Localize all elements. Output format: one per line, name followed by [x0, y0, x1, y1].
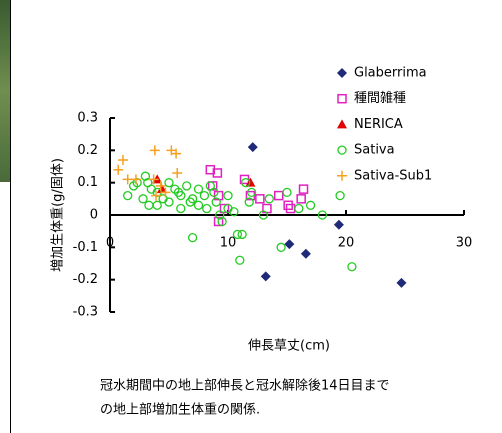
point — [165, 179, 173, 187]
point — [300, 185, 308, 193]
point — [307, 201, 315, 209]
legend-label: Glaberrima — [354, 66, 427, 81]
point — [150, 145, 160, 155]
point — [348, 263, 356, 271]
point — [265, 195, 273, 203]
page: 増加生体重(g/固体) 伸長草丈(cm) 冠水期間中の地上部伸長と冠水解除後14… — [0, 0, 502, 433]
legend-label: Sativa — [354, 143, 395, 158]
y-tick-label: -0.1 — [73, 240, 98, 255]
x-tick-label: 10 — [220, 236, 237, 251]
point — [287, 205, 295, 213]
point — [118, 155, 128, 165]
legend-label: Sativa-Sub1 — [354, 168, 432, 183]
point — [261, 271, 271, 281]
legend-marker — [337, 171, 347, 181]
point — [195, 201, 203, 209]
caption-line: の地上部増加生体重の関係. — [100, 402, 260, 418]
y-tick-label: 0.3 — [77, 111, 98, 126]
point — [124, 192, 132, 200]
point — [172, 168, 182, 178]
x-tick-label: 20 — [338, 236, 355, 251]
point — [189, 234, 197, 242]
point — [275, 192, 283, 200]
point — [396, 278, 406, 288]
point — [195, 185, 203, 193]
y-axis-title: 増加生体重(g/固体) — [50, 158, 66, 272]
y-tick-label: -0.2 — [73, 272, 98, 287]
point — [153, 201, 161, 209]
point — [283, 188, 291, 196]
y-tick-label: -0.3 — [73, 305, 98, 320]
point — [295, 205, 303, 213]
legend-marker — [337, 119, 347, 128]
point — [145, 201, 153, 209]
x-axis-title: 伸長草丈(cm) — [248, 339, 330, 354]
legend-marker — [338, 146, 346, 154]
x-tick-label: 30 — [456, 236, 473, 251]
point — [248, 142, 258, 152]
point — [256, 195, 264, 203]
point — [177, 205, 185, 213]
legend-marker — [337, 68, 347, 78]
caption-line: 冠水期間中の地上部伸長と冠水解除後14日目まで — [100, 379, 390, 394]
point — [139, 195, 147, 203]
legend-marker — [338, 95, 346, 103]
y-tick-label: 0.1 — [77, 175, 98, 190]
legend-label: NERICA — [354, 117, 403, 132]
point — [113, 165, 123, 175]
point — [238, 230, 246, 238]
point — [334, 220, 344, 230]
y-tick-label: 0 — [90, 208, 98, 223]
point — [224, 192, 232, 200]
point — [284, 239, 294, 249]
point — [183, 182, 191, 190]
point — [336, 192, 344, 200]
y-tick-label: 0.2 — [77, 143, 98, 158]
point — [284, 201, 292, 209]
photo-strip — [0, 0, 10, 182]
point — [200, 192, 208, 200]
point — [277, 243, 285, 251]
x-tick-label: 0 — [106, 236, 114, 251]
legend-label: 種間雑種 — [354, 90, 406, 106]
point — [297, 195, 305, 203]
point — [236, 256, 244, 264]
point — [301, 249, 311, 259]
point — [203, 205, 211, 213]
